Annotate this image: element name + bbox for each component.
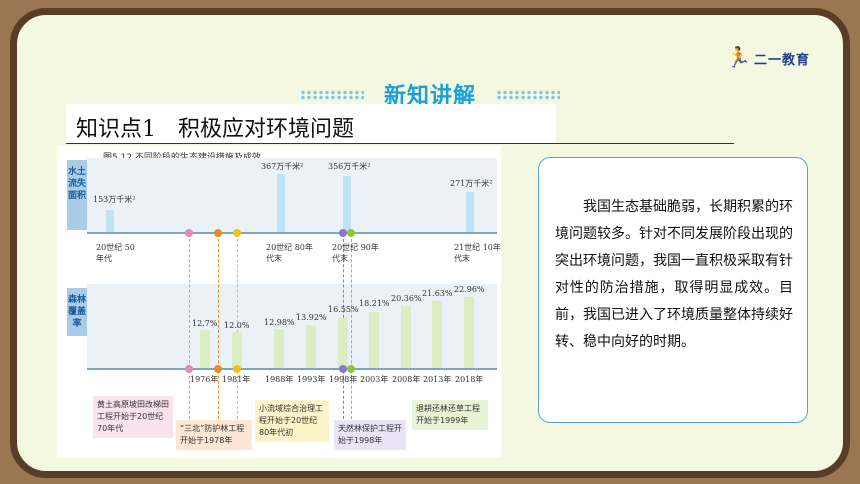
topic-title: 知识点1 积极应对环境问题 [76, 117, 354, 142]
timeline-line [218, 234, 219, 424]
timeline-dot [233, 229, 241, 237]
forest-year: 1981年 [222, 375, 251, 384]
soil-bar [277, 174, 285, 232]
timeline-dot [233, 365, 241, 373]
forest-year: 2018年 [455, 375, 484, 384]
timeline-dot [214, 229, 222, 237]
banner-dots-left [300, 90, 364, 100]
forest-bar [369, 312, 379, 368]
forest-value: 18.21% [359, 299, 390, 308]
soil-bar [343, 176, 351, 232]
forest-band [87, 284, 497, 368]
note-three-north: “三北”防护林工程开始于1978年 [176, 420, 252, 450]
soil-value: 367万千米² [261, 162, 304, 171]
forest-value: 22.96% [454, 285, 485, 294]
forest-label: 森林覆盖率 [67, 288, 87, 336]
timeline-dot [185, 365, 193, 373]
forest-year: 1993年 [297, 375, 326, 384]
forest-value: 12.0% [224, 321, 250, 330]
forest-bar [464, 297, 474, 368]
runner-icon: 🏃 [726, 45, 751, 69]
note-terrace: 黄土高原坡田改梯田工程开始于20世纪70年代 [93, 396, 173, 438]
forest-bar [306, 325, 316, 368]
timeline-dot [214, 365, 222, 373]
explanation-text: 我国生态基础脆弱，长期积累的环境问题较多。针对不同发展阶段出现的突出环境问题，我… [555, 199, 793, 350]
soil-period: 20世纪 90年代末 [332, 243, 379, 263]
soil-period: 21世纪 10年代末 [454, 243, 501, 263]
forest-bar [432, 301, 442, 368]
forest-year: 1976年 [190, 375, 219, 384]
forest-bar [274, 329, 284, 368]
soil-period: 20世纪 50年代 [96, 243, 135, 263]
forest-value: 12.7% [192, 319, 218, 328]
brand-logo: 🏃 二一教育 [726, 46, 826, 70]
explanation-box: 我国生态基础脆弱，长期积累的环境问题较多。针对不同发展阶段出现的突出环境问题，我… [538, 157, 808, 423]
topic-underline [66, 143, 734, 144]
forest-axis [87, 368, 497, 370]
forest-value: 13.92% [296, 313, 327, 322]
soil-label: 水土流失面积 [67, 160, 87, 230]
timeline-dot [339, 229, 347, 237]
forest-bar [401, 306, 411, 368]
soil-value: 153万千米² [93, 195, 136, 204]
forest-value: 21.63% [422, 289, 453, 298]
forest-bar [200, 330, 210, 368]
timeline-dot [185, 229, 193, 237]
soil-period: 20世纪 80年代末 [266, 243, 313, 263]
forest-value: 20.36% [391, 294, 422, 303]
forest-year: 2008年 [392, 375, 421, 384]
soil-band [87, 158, 497, 232]
soil-value: 271万千米² [450, 179, 493, 188]
note-watershed: 小流域综合治理工程开始于20世纪80年代初 [255, 400, 329, 442]
forest-year: 1998年 [329, 375, 358, 384]
forest-year: 1988年 [265, 375, 294, 384]
soil-bar [466, 192, 474, 232]
brand-logo-text: 二一教育 [754, 53, 811, 68]
soil-value: 356万千米² [328, 162, 371, 171]
banner-dots-right [496, 90, 560, 100]
topic-heading: 知识点1 积极应对环境问题 [66, 104, 556, 144]
note-grain-for-green: 退耕还林还草工程开始于1999年 [412, 400, 488, 430]
forest-year: 2013年 [423, 375, 452, 384]
timeline-dot [339, 365, 347, 373]
timeline-line [351, 234, 352, 424]
timeline-dot [347, 229, 355, 237]
forest-value: 16.55% [328, 305, 359, 314]
timeline-line [237, 234, 238, 424]
soil-bar [106, 210, 114, 232]
timeline-dot [347, 365, 355, 373]
forest-value: 12.98% [264, 318, 295, 327]
soil-axis [87, 232, 497, 234]
forest-bar [338, 318, 348, 368]
forest-bar [232, 332, 242, 368]
forest-year: 2003年 [360, 375, 389, 384]
note-forest-protection: 天然林保护工程开始于1998年 [334, 420, 406, 450]
timeline-line [189, 234, 190, 424]
